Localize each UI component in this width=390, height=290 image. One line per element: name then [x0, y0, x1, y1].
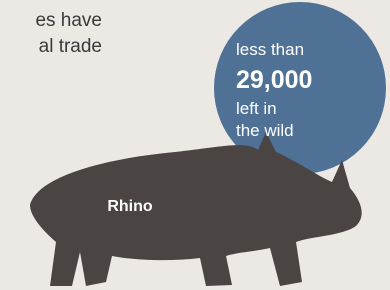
intro-line: es have [35, 10, 102, 31]
badge-suffix: left in [236, 99, 277, 118]
badge-suffix: the wild [236, 121, 294, 140]
badge-prefix: less than [236, 40, 304, 59]
badge-number: 29,000 [236, 66, 312, 94]
intro-line: al trade [39, 36, 102, 57]
animal-label: Rhino [107, 198, 153, 215]
page: {"intro_lines": ["es have", "al trade"],… [0, 0, 390, 290]
infographic: es have al trade less than 29,000 left i… [0, 0, 390, 290]
